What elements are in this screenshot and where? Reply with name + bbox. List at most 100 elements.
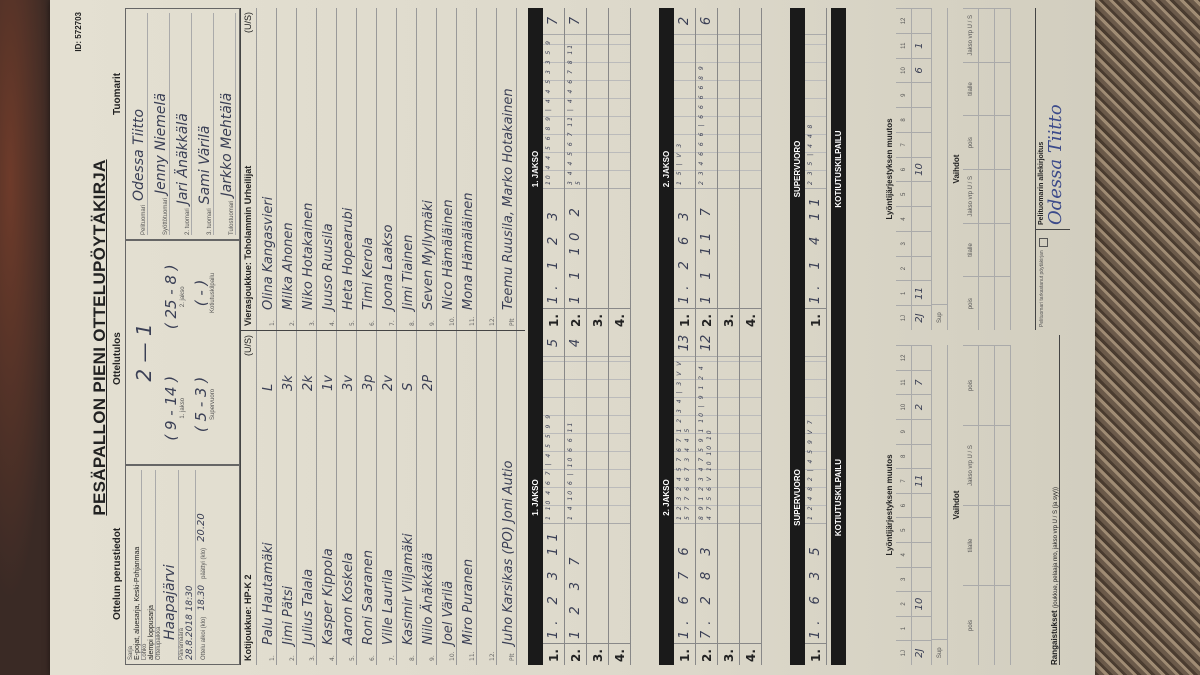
sub-cell bbox=[979, 505, 995, 585]
player-position: L bbox=[261, 383, 276, 391]
player-number: 3. bbox=[309, 320, 316, 326]
runs bbox=[740, 523, 761, 643]
player-row: 11. Mona Hämäläinen bbox=[457, 8, 477, 330]
coaches: Teemu Ruusila, Marko Hotakainen bbox=[501, 88, 516, 310]
sub-cell bbox=[979, 585, 995, 665]
player-row: 6. Timi Kerola bbox=[357, 8, 377, 330]
column-label: 6 bbox=[896, 156, 912, 182]
column-label: 7 bbox=[896, 131, 912, 157]
change-cell: 6 bbox=[912, 57, 932, 83]
player-number: 4. bbox=[329, 655, 336, 661]
score-row: 4. bbox=[609, 330, 631, 665]
sub-cell bbox=[979, 115, 995, 169]
changes-header: 1J 1 2 3 4 5 6 7 8 9 10 11 12 bbox=[896, 8, 912, 330]
column-label: 3 bbox=[896, 566, 912, 592]
signature-label: Pelituomarin allekirjoitus bbox=[1038, 141, 1045, 225]
column-label: pois bbox=[963, 585, 979, 665]
player-number: 8. bbox=[409, 655, 416, 661]
referee-name: Jenny Niemelä bbox=[153, 93, 169, 194]
sup-row: Sup bbox=[932, 8, 948, 330]
referee-row: 3. tuomari Sami Värilä bbox=[192, 13, 214, 235]
player-number: 8. bbox=[409, 320, 416, 326]
player-number: 6. bbox=[369, 320, 376, 326]
row-number: 3. bbox=[587, 643, 608, 665]
coach-row: Plt Juho Karsikas (PO) Joni Autio bbox=[497, 331, 517, 665]
runs: 1. 2 3 11 bbox=[543, 523, 564, 643]
change-cell: 11 bbox=[912, 280, 932, 306]
sub-cell bbox=[979, 61, 995, 116]
checkbox[interactable] bbox=[1039, 238, 1048, 248]
column-label: 9 bbox=[896, 82, 912, 108]
sup-label: Sup bbox=[932, 639, 948, 665]
super-score: ( 5 - 3 ) bbox=[192, 376, 210, 433]
series: E-pojat, aluesarja, Keski-Pohjanmaa bbox=[134, 470, 142, 660]
sub-cell bbox=[995, 345, 1011, 425]
column-label: tilalle bbox=[963, 61, 979, 116]
form-title: PESÄPALLON PIENI OTTELUPÖYTÄKIRJA bbox=[90, 159, 109, 516]
subs-row bbox=[995, 7, 1011, 330]
player-number: 10. bbox=[449, 316, 456, 326]
player-number: 5. bbox=[349, 655, 356, 661]
player-row: 10. Joel Värilä bbox=[437, 331, 457, 665]
referee-name: Sami Värilä bbox=[197, 125, 213, 205]
player-name: Kasper Kippola bbox=[321, 548, 336, 645]
change-cell bbox=[912, 443, 932, 469]
sub-cell bbox=[979, 222, 995, 277]
row-number: 3. bbox=[718, 308, 739, 330]
referee-role: Syöttötuomari bbox=[163, 197, 169, 235]
sub-cell bbox=[995, 585, 1011, 665]
player-name: Seven Myllymäki bbox=[421, 200, 436, 310]
subs-row bbox=[979, 7, 995, 330]
period-bar: 1. JAKSO bbox=[528, 8, 543, 330]
runs bbox=[587, 523, 608, 643]
player-number: 7. bbox=[389, 655, 396, 661]
change-cell bbox=[912, 492, 932, 518]
runs bbox=[587, 188, 608, 308]
run-details: 1 10 4 6 7 | 4 5 5 9 9 bbox=[543, 356, 564, 523]
sub-cell bbox=[979, 276, 995, 330]
player-name: Olina Kangasvieri bbox=[261, 196, 276, 310]
change-cell bbox=[912, 230, 932, 256]
changes-header: 1J 1 2 3 4 5 6 7 8 9 10 11 12 bbox=[896, 345, 912, 665]
runs bbox=[740, 188, 761, 308]
player-row: 5. Aaron Koskela 3v bbox=[337, 331, 357, 665]
changes-row: 2J 10 11 2 7 bbox=[912, 345, 932, 665]
column-label: 5 bbox=[896, 181, 912, 207]
player-row: 10. Nico Hämäläinen bbox=[437, 8, 457, 330]
change-cell bbox=[912, 517, 932, 542]
player-row: 8. Kasimir Viljamäki S bbox=[397, 331, 417, 665]
player-number: 9. bbox=[429, 655, 436, 661]
row-total: 2 bbox=[677, 16, 692, 26]
player-position: 2k bbox=[301, 375, 316, 391]
runs bbox=[718, 523, 739, 643]
player-row: 8. Jimi Tiainen bbox=[397, 8, 417, 330]
referee-role: 3. tuomari bbox=[207, 208, 213, 235]
penalties: Rangaistukset (joukkue, pelaaja nro, jak… bbox=[1050, 335, 1060, 665]
penalties-label: Rangaistukset bbox=[1050, 610, 1059, 665]
runs: 1. 2 6 3 bbox=[674, 188, 695, 308]
player-row: 9. Seven Myllymäki bbox=[417, 8, 437, 330]
player-name: Ville Laurila bbox=[381, 569, 396, 645]
label: 2. jakso bbox=[180, 286, 186, 308]
row-total: 4 bbox=[568, 338, 583, 348]
score-row: 4. bbox=[609, 8, 631, 330]
referee-role: Pelituomari bbox=[141, 204, 147, 235]
column-label: tilalle bbox=[963, 222, 979, 277]
score-row: 4. bbox=[740, 8, 762, 330]
row-total: 5 bbox=[546, 338, 561, 348]
player-number: 4. bbox=[329, 320, 336, 326]
run-details: 8 9 1 2 3 4 7 5 9 1 10 | 9 1 2 4 4 7 5 6… bbox=[696, 356, 717, 523]
player-row: 1. Palu Hautamäki L bbox=[257, 331, 277, 665]
result-heading: Ottelutulos bbox=[112, 332, 123, 385]
player-name: Heta Hopearubi bbox=[341, 207, 356, 310]
player-name: Timi Kerola bbox=[361, 237, 376, 310]
run-details bbox=[587, 34, 608, 188]
player-row: 12. bbox=[477, 8, 497, 330]
basic-heading: Ottelun perustiedot bbox=[112, 527, 123, 620]
player-number: 5. bbox=[349, 320, 356, 326]
penalties-hint: (joukkue, pelaaja nro, jakso vrp U / S (… bbox=[1053, 487, 1059, 609]
sub-cell bbox=[995, 505, 1011, 585]
row-number: 3. bbox=[718, 643, 739, 665]
